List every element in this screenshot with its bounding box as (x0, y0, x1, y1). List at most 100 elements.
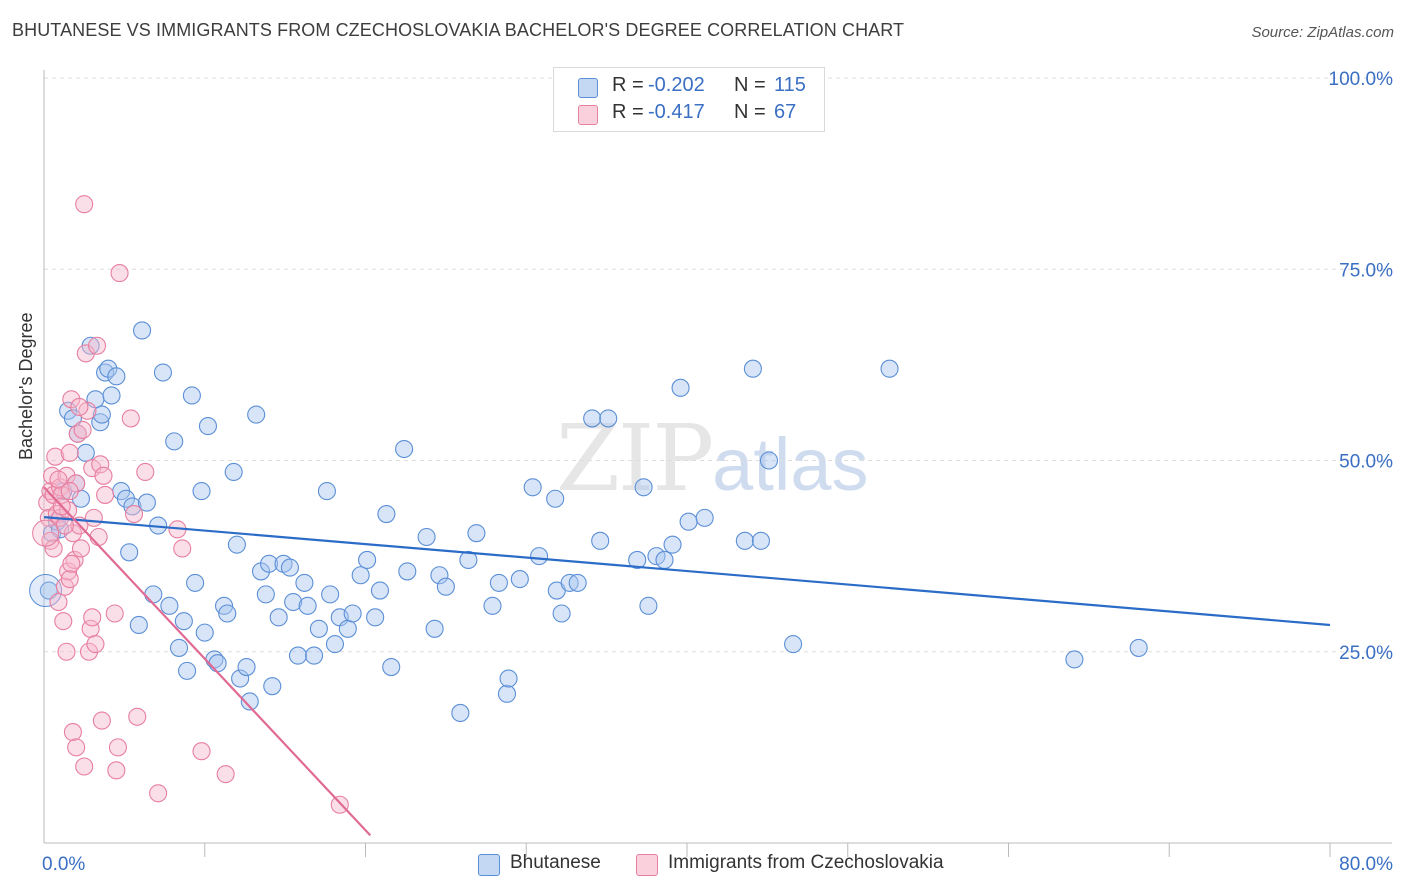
data-point (195, 623, 214, 642)
data-point (153, 363, 173, 382)
data-point (1065, 650, 1084, 669)
data-point (759, 451, 779, 470)
data-point (60, 570, 79, 589)
data-point (192, 482, 211, 501)
data-point (136, 462, 155, 482)
data-point (75, 757, 94, 776)
data-point (160, 596, 179, 615)
data-point (133, 321, 152, 340)
data-point (71, 539, 91, 558)
data-point (751, 531, 770, 550)
data-point (552, 604, 571, 623)
data-point (583, 409, 602, 428)
data-point (84, 508, 103, 527)
data-point (497, 684, 517, 703)
data-point (67, 738, 86, 757)
data-point (358, 550, 377, 570)
data-point (79, 642, 99, 661)
data-point (231, 669, 250, 688)
data-point (325, 635, 345, 654)
data-point (430, 566, 449, 585)
data-point (86, 635, 105, 654)
data-point (91, 413, 110, 432)
data-point (370, 581, 390, 600)
data-point (73, 420, 92, 439)
data-point (483, 596, 502, 615)
data-point (343, 604, 362, 623)
trend-line-czechoslovakia (43, 486, 372, 837)
data-point (89, 527, 108, 547)
data-point (54, 612, 73, 631)
data-point (436, 577, 455, 596)
data-point (259, 554, 279, 573)
data-point (227, 535, 246, 554)
data-point (591, 531, 610, 550)
data-point (269, 608, 288, 627)
data-point (489, 573, 508, 592)
data-point (459, 550, 478, 570)
data-point (165, 432, 184, 451)
data-point (102, 386, 121, 405)
data-point (634, 478, 653, 497)
tick-labels: 25.0% 50.0% 75.0% 100.0% 0.0% 80.0% (42, 69, 1393, 875)
data-point (67, 474, 86, 493)
data-point (60, 443, 79, 462)
data-point (317, 482, 336, 501)
data-point (70, 397, 89, 417)
zipatlas-watermark: ZIPatlas (556, 405, 868, 512)
watermark-zip: ZIP (556, 405, 714, 512)
data-point (216, 765, 235, 784)
data-point (123, 497, 142, 516)
series-czechoslovakia (32, 195, 349, 814)
watermark-atlas: atlas (712, 423, 869, 506)
data-point (116, 489, 136, 508)
x-tick-label: 80.0% (1339, 854, 1393, 875)
data-point (137, 493, 156, 512)
data-point (568, 573, 587, 592)
data-point (29, 574, 63, 608)
data-point (679, 512, 698, 531)
data-point (120, 543, 139, 562)
data-point (169, 638, 189, 657)
data-point (263, 677, 282, 696)
data-point (49, 470, 68, 489)
data-point (395, 439, 414, 459)
data-point (247, 405, 266, 424)
data-point (32, 519, 60, 547)
y-tick-label: 50.0% (1339, 452, 1393, 473)
data-point (178, 661, 197, 680)
r-label: R = (612, 101, 644, 123)
data-point (129, 615, 148, 635)
legend-swatch-blue (578, 78, 598, 98)
data-point (1129, 638, 1148, 657)
data-point (87, 336, 107, 355)
data-point (743, 359, 762, 378)
data-point (240, 692, 259, 711)
data-point (198, 417, 218, 436)
data-point (305, 646, 324, 665)
trend-line-bhutanese (43, 516, 1331, 627)
data-point (784, 635, 803, 654)
data-point (695, 508, 714, 527)
data-point (735, 531, 754, 550)
data-point (499, 669, 518, 688)
legend-label: Immigrants from Czechoslovakia (668, 852, 944, 873)
data-point (330, 795, 349, 814)
data-point (76, 443, 95, 462)
data-point (510, 570, 529, 589)
data-point (57, 642, 76, 661)
data-point (467, 524, 486, 543)
data-point (218, 604, 237, 623)
legend-swatch-pink (636, 854, 658, 876)
data-point (91, 455, 110, 474)
data-point (338, 619, 357, 638)
data-point (96, 485, 115, 504)
data-point (83, 608, 102, 627)
data-point (75, 195, 94, 214)
series-legend: Bhutanese Immigrants from Czechoslovakia (0, 852, 1406, 878)
data-point (62, 554, 81, 573)
series-bhutanese (29, 321, 1148, 723)
data-point (655, 550, 674, 570)
data-point (425, 619, 444, 638)
